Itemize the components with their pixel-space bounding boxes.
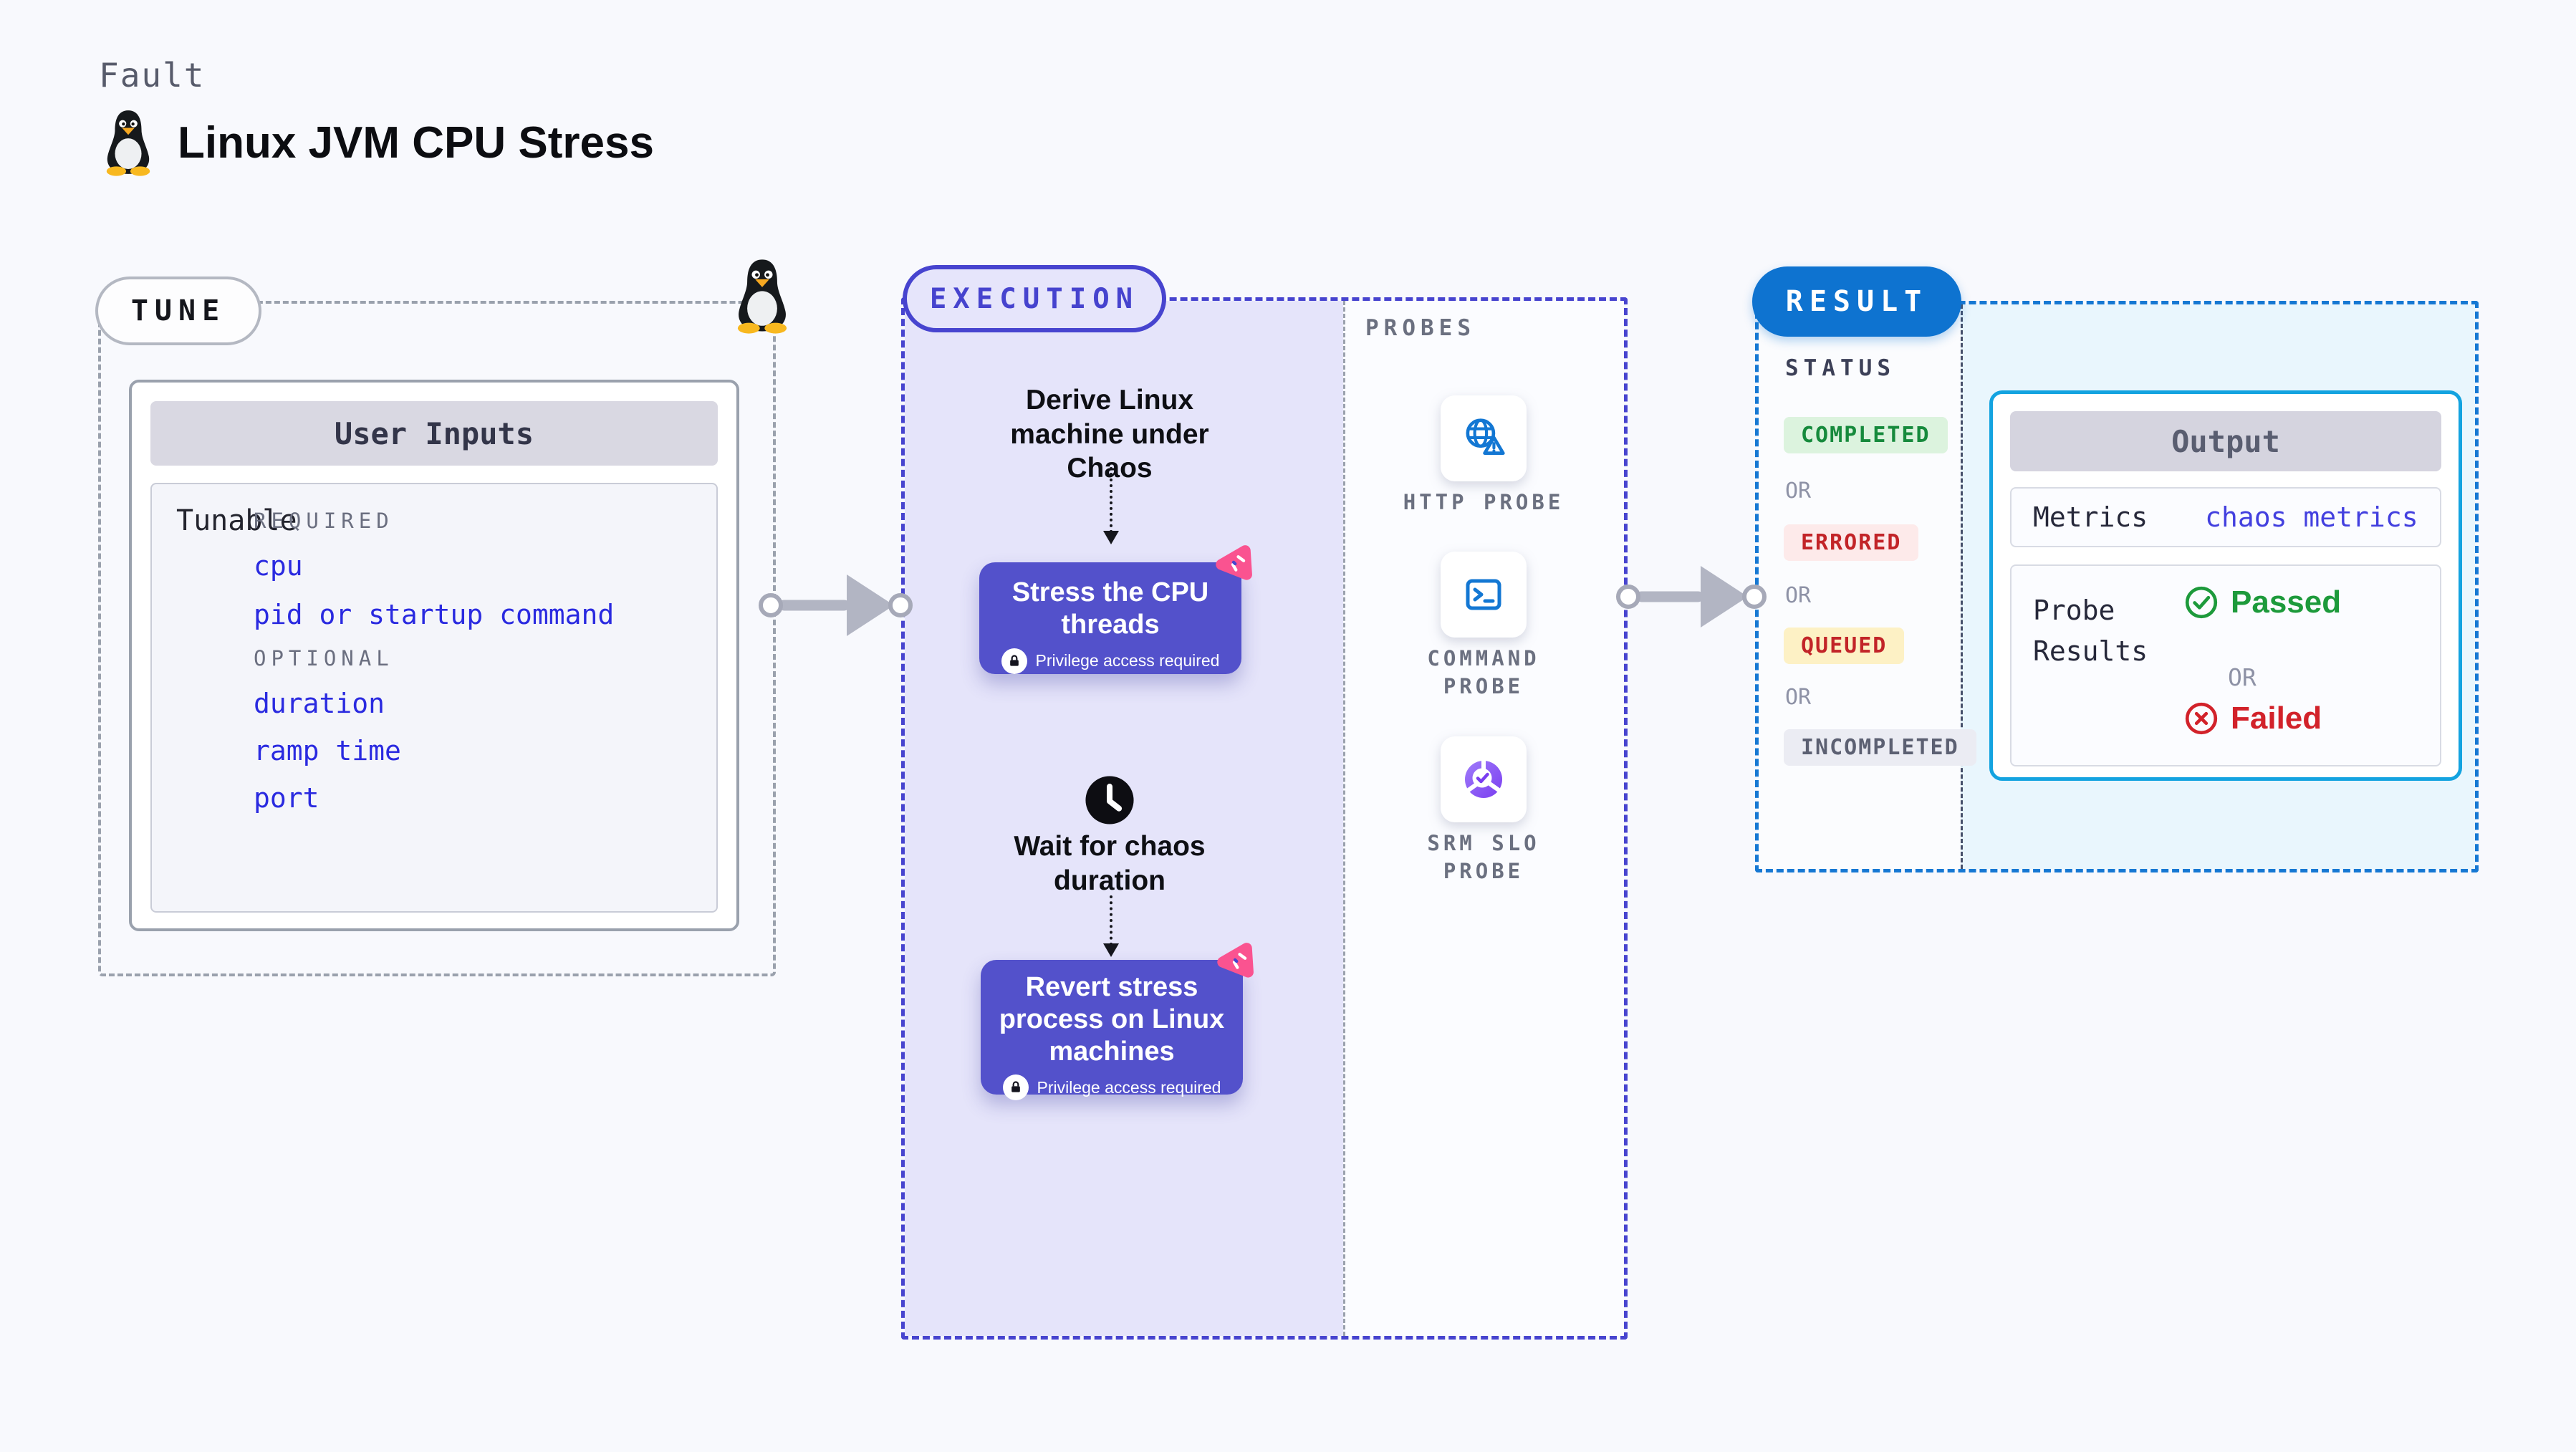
or-label: OR — [1785, 583, 1812, 608]
wait-clock-icon — [1085, 776, 1134, 824]
failed-result: Failed — [2183, 701, 2322, 736]
privilege-label: Privilege access required — [1035, 651, 1220, 670]
check-circle-icon — [2185, 586, 2218, 619]
probes-divider — [1343, 301, 1345, 1336]
probe-results-row: Probe Results Passed OR Failed — [2010, 564, 2441, 766]
tunable-item-port: port — [254, 782, 319, 814]
srm-slo-probe-label: SRM SLO PROBE — [1427, 831, 1540, 884]
revert-step-title: Revert stress process on Linux machines — [999, 972, 1225, 1067]
or-label: OR — [1785, 479, 1812, 504]
or-label: OR — [2228, 663, 2257, 691]
tune-section — [98, 301, 776, 976]
privilege-row: Privilege access required — [981, 1074, 1243, 1101]
required-heading: REQUIRED — [254, 509, 394, 533]
output-title: Output — [2010, 411, 2441, 471]
slo-donut-icon — [1465, 759, 1502, 798]
linux-tux-icon — [106, 110, 150, 176]
derive-step-text: Derive Linux machine under Chaos — [1010, 385, 1209, 484]
tune-section-label: TUNE — [95, 277, 261, 345]
linux-tux-icon — [737, 259, 787, 334]
chaos-fault-icon — [1217, 943, 1254, 978]
tunable-label: Tunable — [176, 504, 297, 537]
tunable-item-ramp-time: ramp time — [254, 735, 401, 766]
output-card: Output Metrics chaos metrics Probe Resul… — [1989, 390, 2462, 781]
user-inputs-title: User Inputs — [150, 401, 718, 466]
tune-to-execution-arrow — [759, 574, 913, 637]
http-probe-card — [1441, 395, 1527, 481]
failed-label: Failed — [2231, 701, 2322, 736]
page-title: Linux JVM CPU Stress — [178, 117, 654, 168]
terminal-icon — [1466, 579, 1501, 610]
tunable-item-cpu: cpu — [254, 550, 303, 582]
passed-label: Passed — [2231, 585, 2342, 620]
metrics-label: Metrics — [2033, 501, 2148, 533]
lock-icon — [1002, 1074, 1029, 1101]
http-probe-label: HTTP PROBE — [1403, 490, 1565, 514]
tunable-item-pid: pid or startup command — [254, 599, 615, 630]
result-section-label: RESULT — [1752, 266, 1961, 337]
lock-icon — [1001, 648, 1027, 674]
status-badge-incompleted: INCOMPLETED — [1784, 729, 1976, 766]
srm-slo-probe-card — [1441, 736, 1527, 822]
metrics-row: Metrics chaos metrics — [2010, 487, 2441, 547]
page-title-row: Linux JVM CPU Stress — [100, 109, 654, 176]
result-divider — [1961, 304, 1963, 869]
revert-stress-step: Revert stress process on Linux machines … — [981, 943, 1254, 1101]
globe-alert-icon — [1466, 418, 1505, 455]
command-probe-card — [1441, 552, 1527, 638]
probes-heading: PROBES — [1365, 315, 1476, 341]
flow-arrow-down — [1103, 895, 1119, 957]
privilege-label: Privilege access required — [1037, 1077, 1221, 1097]
x-circle-icon — [2185, 702, 2218, 735]
stress-cpu-step: Stress the CPU threads Privilege access … — [979, 545, 1252, 674]
stress-step-title: Stress the CPU threads — [1011, 577, 1209, 640]
status-heading: STATUS — [1785, 355, 1895, 381]
passed-result: Passed — [2183, 585, 2341, 620]
execution-to-result-arrow — [1616, 565, 1767, 628]
user-inputs-body: Tunable REQUIRED cpu pid or startup comm… — [150, 483, 718, 913]
probe-results-label: Probe Results — [2033, 595, 2148, 667]
user-inputs-card: User Inputs Tunable REQUIRED cpu pid or … — [129, 380, 739, 931]
or-label: OR — [1785, 685, 1812, 710]
chaos-metrics-link[interactable]: chaos metrics — [2205, 501, 2418, 533]
status-panel — [1759, 304, 1961, 869]
execution-section-label: EXECUTION — [903, 265, 1166, 332]
tunable-item-duration: duration — [254, 688, 385, 719]
fault-kicker: Fault — [99, 56, 206, 95]
optional-heading: OPTIONAL — [254, 646, 394, 670]
status-badge-completed: COMPLETED — [1784, 417, 1948, 453]
wait-step-text: Wait for chaos duration — [1014, 831, 1206, 896]
status-badge-queued: QUEUED — [1784, 628, 1905, 664]
chaos-fault-icon — [1216, 545, 1252, 580]
command-probe-label: COMMAND PROBE — [1427, 646, 1540, 699]
status-badge-errored: ERRORED — [1784, 524, 1919, 561]
flow-arrow-down — [1103, 467, 1119, 544]
privilege-row: Privilege access required — [979, 648, 1241, 674]
